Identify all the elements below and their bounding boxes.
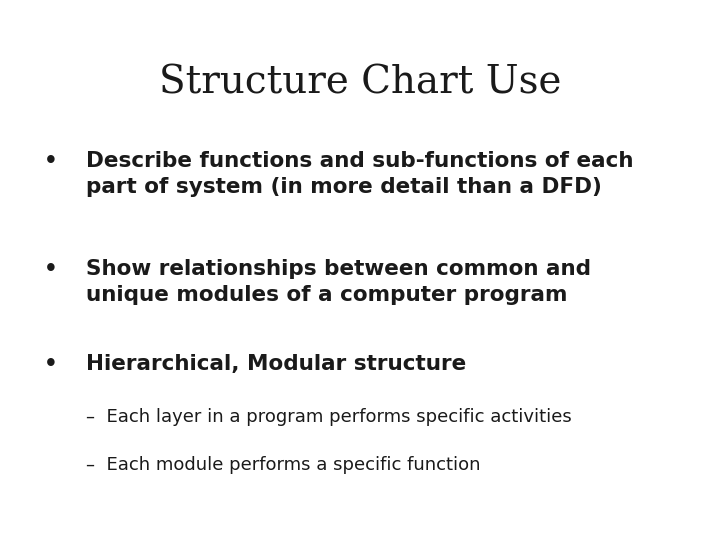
Text: Describe functions and sub-functions of each
part of system (in more detail than: Describe functions and sub-functions of … xyxy=(86,151,634,197)
Text: Show relationships between common and
unique modules of a computer program: Show relationships between common and un… xyxy=(86,259,591,305)
Text: •: • xyxy=(43,151,58,171)
Text: Hierarchical, Modular structure: Hierarchical, Modular structure xyxy=(86,354,467,374)
Text: –  Each module performs a specific function: – Each module performs a specific functi… xyxy=(86,456,481,474)
Text: •: • xyxy=(43,259,58,279)
Text: –  Each layer in a program performs specific activities: – Each layer in a program performs speci… xyxy=(86,408,572,426)
Text: •: • xyxy=(43,354,58,374)
Text: Structure Chart Use: Structure Chart Use xyxy=(158,65,562,102)
